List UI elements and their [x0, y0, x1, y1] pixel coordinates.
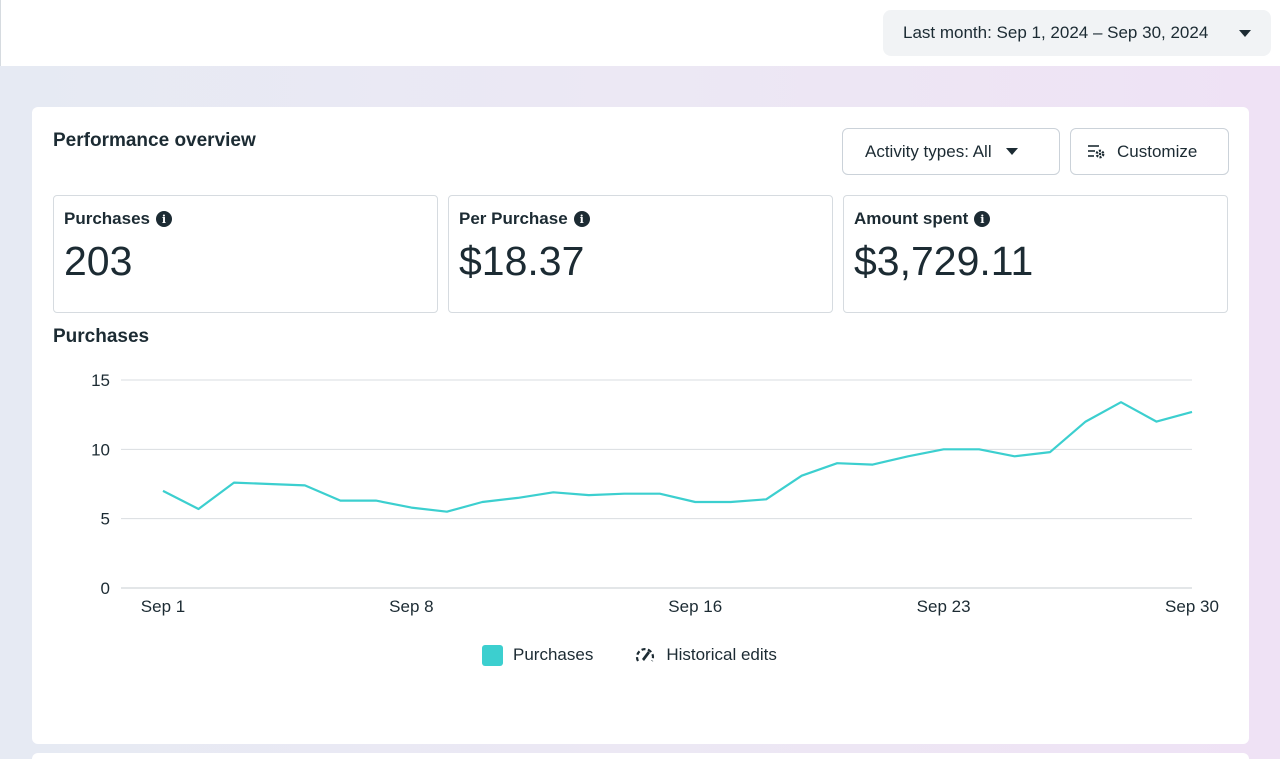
y-tick-label: 5 [101, 510, 110, 529]
top-bar: Last month: Sep 1, 2024 – Sep 30, 2024 [0, 0, 1280, 66]
date-range-picker[interactable]: Last month: Sep 1, 2024 – Sep 30, 2024 [883, 10, 1271, 56]
x-tick-label: Sep 1 [141, 597, 185, 616]
y-tick-label: 0 [101, 579, 110, 598]
legend-label: Historical edits [666, 645, 777, 665]
next-section-card [32, 753, 1249, 773]
chart-legend: Purchases Historical edits [482, 643, 777, 667]
x-tick-label: Sep 30 [1165, 597, 1219, 616]
legend-label: Purchases [513, 645, 593, 665]
x-tick-label: Sep 23 [917, 597, 971, 616]
legend-item-historical-edits[interactable]: Historical edits [633, 644, 777, 666]
x-tick-label: Sep 8 [389, 597, 433, 616]
date-range-label: Last month: Sep 1, 2024 – Sep 30, 2024 [903, 23, 1208, 43]
legend-item-purchases[interactable]: Purchases [482, 645, 593, 666]
y-tick-label: 10 [91, 440, 110, 459]
performance-overview-card: Performance overview Activity types: All… [32, 107, 1249, 744]
y-tick-label: 15 [91, 371, 110, 390]
chevron-down-icon [1239, 30, 1251, 37]
series-line-purchases [163, 402, 1192, 512]
purchases-line-chart: 0 5 10 15 Sep 1 Sep 8 Sep 16 Sep 23 Sep 30 [32, 107, 1249, 627]
history-edit-icon [633, 644, 657, 666]
legend-swatch [482, 645, 503, 666]
x-tick-label: Sep 16 [668, 597, 722, 616]
